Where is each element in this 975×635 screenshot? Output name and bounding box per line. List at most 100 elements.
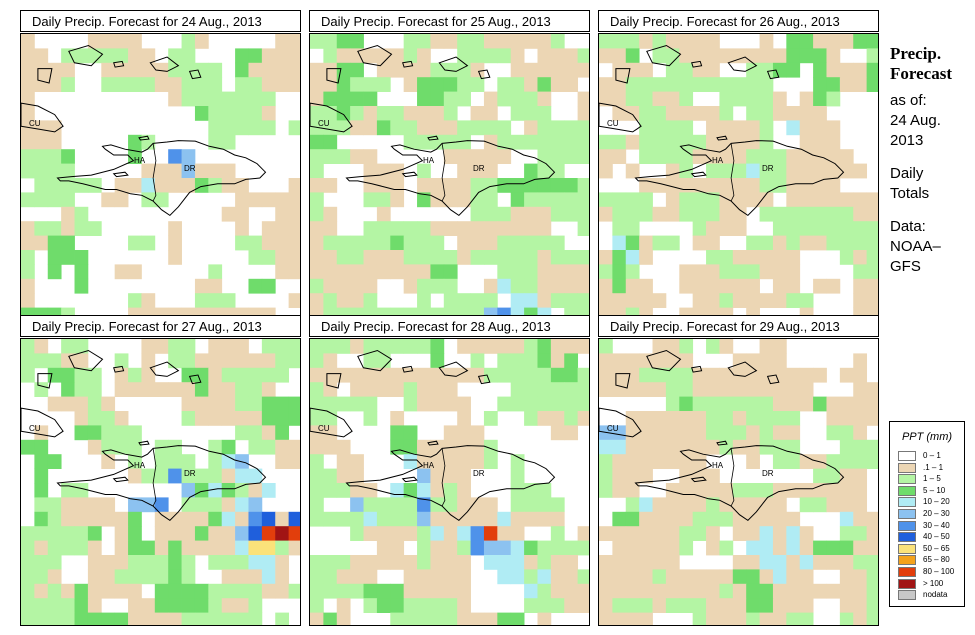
- precip-cell: [772, 526, 787, 541]
- precip-cell: [497, 264, 512, 280]
- precip-cell: [74, 425, 89, 441]
- precip-cell: [288, 454, 300, 469]
- precip-cell: [866, 396, 878, 412]
- precip-cell: [746, 106, 760, 121]
- precip-cell: [497, 396, 512, 412]
- precip-cell: [403, 48, 418, 64]
- precip-cell: [101, 77, 116, 92]
- precip-cell: [181, 396, 196, 412]
- precip-cell: [719, 48, 734, 64]
- precip-cell: [34, 497, 49, 513]
- precip-cell: [839, 411, 854, 426]
- precip-cell: [652, 555, 667, 570]
- precip-cell: [564, 120, 579, 136]
- precip-cell: [524, 540, 538, 556]
- precip-cell: [390, 526, 405, 541]
- tortuga-outline: [138, 135, 150, 141]
- precip-cell: [417, 598, 431, 613]
- precip-cell: [537, 396, 552, 412]
- precip-cell: [443, 526, 458, 541]
- precip-cell: [114, 62, 129, 78]
- precip-cell: [625, 163, 640, 179]
- precip-cell: [443, 569, 458, 585]
- precip-cell: [470, 77, 485, 92]
- precip-cell: [692, 598, 707, 613]
- precip-cell: [813, 134, 827, 150]
- precip-cell: [853, 221, 868, 236]
- precip-cell: [376, 221, 391, 236]
- precip-cell: [759, 353, 774, 369]
- precip-cell: [813, 163, 827, 179]
- precip-cell: [564, 425, 579, 441]
- precip-cell: [746, 149, 760, 164]
- precip-cell: [483, 439, 498, 455]
- precip-cell: [141, 555, 156, 570]
- precip-cell: [866, 307, 878, 320]
- precip-cell: [350, 483, 364, 498]
- precip-cell: [746, 583, 760, 599]
- precip-cell: [550, 264, 565, 280]
- precip-cell: [194, 293, 209, 308]
- precip-cell: [524, 497, 538, 513]
- precip-cell: [323, 339, 338, 354]
- precip-map: CU HA DR: [309, 338, 590, 626]
- precip-cell: [839, 497, 854, 513]
- precip-cell: [443, 106, 458, 121]
- precip-cell: [853, 411, 868, 426]
- precip-cell: [692, 206, 707, 222]
- precip-cell: [813, 221, 827, 236]
- inagua-outline: [646, 44, 682, 67]
- precip-cell: [194, 163, 209, 179]
- precip-cell: [74, 353, 89, 369]
- precip-cell: [786, 62, 801, 78]
- precip-cell: [853, 468, 868, 484]
- precip-cell: [550, 134, 565, 150]
- precip-cell: [497, 526, 512, 541]
- precip-cell: [248, 367, 263, 383]
- precip-cell: [390, 425, 405, 441]
- precip-cell: [625, 511, 640, 527]
- precip-cell: [417, 62, 431, 78]
- precip-cell: [443, 293, 458, 308]
- precip-cell: [21, 77, 35, 92]
- precip-cell: [323, 396, 338, 412]
- precip-cell: [625, 454, 640, 469]
- precip-cell: [772, 511, 787, 527]
- precip-cell: [665, 178, 680, 193]
- panel-title: Daily Precip. Forecast for 25 Aug., 2013: [309, 10, 590, 32]
- precip-cell: [128, 612, 142, 625]
- precip-cell: [706, 468, 720, 484]
- precip-cell: [772, 425, 787, 441]
- precip-cell: [208, 339, 223, 354]
- legend-label: nodata: [923, 590, 948, 600]
- precip-cell: [194, 62, 209, 78]
- precip-cell: [719, 264, 734, 280]
- acklins-outline: [37, 373, 53, 389]
- precip-cell: [168, 62, 182, 78]
- precip-cell: [612, 439, 627, 455]
- precip-cell: [288, 120, 300, 136]
- precip-cell: [221, 353, 236, 369]
- precip-cell: [194, 540, 209, 556]
- precip-cell: [839, 163, 854, 179]
- precip-cell: [430, 439, 445, 455]
- inagua-outline: [68, 349, 104, 372]
- precip-cell: [128, 293, 142, 308]
- precip-cell: [665, 235, 680, 251]
- precip-cell: [288, 583, 300, 599]
- precip-cell: [826, 91, 841, 107]
- precip-cell: [181, 511, 196, 527]
- precip-cell: [612, 367, 627, 383]
- precip-cell: [47, 192, 62, 208]
- precip-cell: [483, 34, 498, 49]
- precip-cell: [719, 106, 734, 121]
- precip-cell: [665, 569, 680, 585]
- precip-cell: [350, 77, 364, 92]
- precip-cell: [786, 612, 801, 625]
- precip-cell: [74, 598, 89, 613]
- precip-cell: [417, 134, 431, 150]
- precip-cell: [87, 569, 102, 585]
- precip-cell: [799, 483, 814, 498]
- precip-cell: [746, 353, 760, 369]
- precip-cell: [350, 569, 364, 585]
